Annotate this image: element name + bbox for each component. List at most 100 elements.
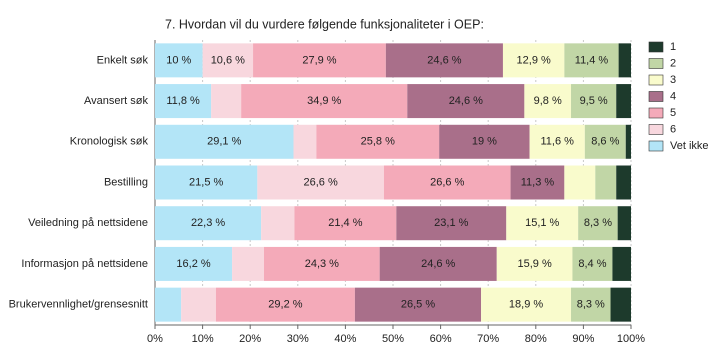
x-tick-label: 100%	[617, 333, 645, 345]
legend-swatch	[648, 124, 664, 135]
legend-label: 3	[670, 74, 676, 86]
bar-segment	[215, 287, 355, 322]
data-label: 11,6 %	[541, 136, 575, 148]
data-label: 11,4 %	[575, 54, 609, 66]
chart-title: 7. Hvordan vil du vurdere følgende funks…	[165, 17, 484, 31]
y-tick-label: Brukervennlighet/grensesnitt	[9, 299, 148, 311]
bar-segment	[354, 287, 482, 322]
legend-label: 1	[670, 41, 676, 53]
x-tick-label: 20%	[239, 333, 261, 345]
data-label: 24,3 %	[305, 258, 339, 270]
bar-segment	[316, 124, 440, 159]
data-label: 19 %	[472, 136, 497, 148]
bar-segment	[481, 287, 572, 322]
bar-segment	[612, 246, 631, 281]
legend-label: 4	[670, 90, 676, 102]
data-label: 11,8 %	[166, 95, 200, 107]
bar-segment	[506, 206, 579, 241]
bar-segment	[529, 124, 585, 159]
legend-label: Vet ikke	[670, 140, 709, 152]
bar-segment	[155, 124, 294, 159]
data-label: 16,2 %	[176, 258, 210, 270]
data-label: 26,6 %	[430, 176, 464, 188]
bar-segment	[564, 43, 619, 78]
y-tick-label: Informasjon på nettsidene	[21, 258, 148, 270]
bar-segment	[264, 246, 380, 281]
bar-segment	[155, 165, 258, 200]
data-label: 8,3 %	[584, 217, 612, 229]
data-label: 10 %	[166, 54, 191, 66]
bar-segment	[578, 206, 618, 241]
x-tick-label: 30%	[287, 333, 309, 345]
bar-segment	[584, 124, 626, 159]
bar-segment	[155, 84, 212, 119]
legend-swatch	[648, 91, 664, 102]
bar-segment	[261, 206, 295, 241]
data-label: 8,3 %	[577, 299, 605, 311]
bar-segment	[502, 43, 565, 78]
data-label: 9,8 %	[534, 95, 562, 107]
data-label: 22,3 %	[191, 217, 225, 229]
bar-segment	[253, 43, 386, 78]
bar-segment	[572, 246, 613, 281]
bar-segment	[155, 43, 203, 78]
x-tick-label: 80%	[525, 333, 547, 345]
legend-swatch	[648, 41, 664, 53]
legend-swatch	[648, 140, 664, 152]
data-label: 11,3 %	[521, 176, 555, 188]
bar-segment	[407, 84, 525, 119]
bar-segment	[610, 287, 631, 322]
data-label: 29,1 %	[207, 136, 241, 148]
bar-segment	[241, 84, 408, 119]
y-tick-label: Avansert søk	[84, 95, 148, 107]
bar-segment	[524, 84, 572, 119]
bar-segment	[617, 206, 631, 241]
bar-segment	[155, 246, 233, 281]
x-tick-label: 10%	[192, 333, 214, 345]
data-label: 10,6 %	[211, 54, 245, 66]
data-label: 23,1 %	[434, 217, 468, 229]
legend-swatch	[648, 58, 664, 69]
bar-segment	[181, 287, 216, 322]
bar-segment	[625, 124, 631, 159]
legend-label: 6	[670, 123, 676, 135]
legend-swatch	[648, 107, 664, 119]
x-tick-label: 40%	[334, 333, 356, 345]
x-tick-label: 70%	[477, 333, 499, 345]
data-label: 8,6 %	[591, 136, 619, 148]
bar-segment	[211, 84, 242, 119]
legend-label: 2	[670, 57, 676, 69]
bar-segment	[232, 246, 265, 281]
data-label: 34,9 %	[307, 95, 341, 107]
bar-segment	[571, 84, 617, 119]
bar-segment	[155, 287, 182, 322]
bar-segment	[571, 287, 611, 322]
data-label: 21,5 %	[189, 176, 223, 188]
bar-segment	[385, 43, 503, 78]
bar-segment	[294, 206, 397, 241]
data-label: 15,9 %	[517, 258, 551, 270]
x-tick-label: 90%	[572, 333, 594, 345]
y-tick-label: Bestilling	[104, 176, 148, 188]
data-label: 29,2 %	[268, 299, 302, 311]
x-tick-label: 0%	[147, 333, 163, 345]
data-label: 8,4 %	[578, 258, 606, 270]
data-label: 26,6 %	[304, 176, 338, 188]
x-tick-label: 50%	[382, 333, 404, 345]
bar-segment	[155, 206, 262, 241]
bar-segment	[396, 206, 507, 241]
bar-segment	[510, 165, 565, 200]
data-label: 25,8 %	[361, 136, 395, 148]
data-label: 24,6 %	[427, 54, 461, 66]
bar-segment	[595, 165, 617, 200]
data-label: 18,9 %	[509, 299, 543, 311]
data-label: 21,4 %	[328, 217, 362, 229]
x-tick-label: 60%	[430, 333, 452, 345]
bar-segment	[257, 165, 384, 200]
bar-segment	[202, 43, 254, 78]
legend-swatch	[648, 74, 664, 86]
data-label: 24,6 %	[449, 95, 483, 107]
bar-segment	[383, 165, 511, 200]
data-label: 24,6 %	[421, 258, 455, 270]
bar-segment	[618, 43, 631, 78]
